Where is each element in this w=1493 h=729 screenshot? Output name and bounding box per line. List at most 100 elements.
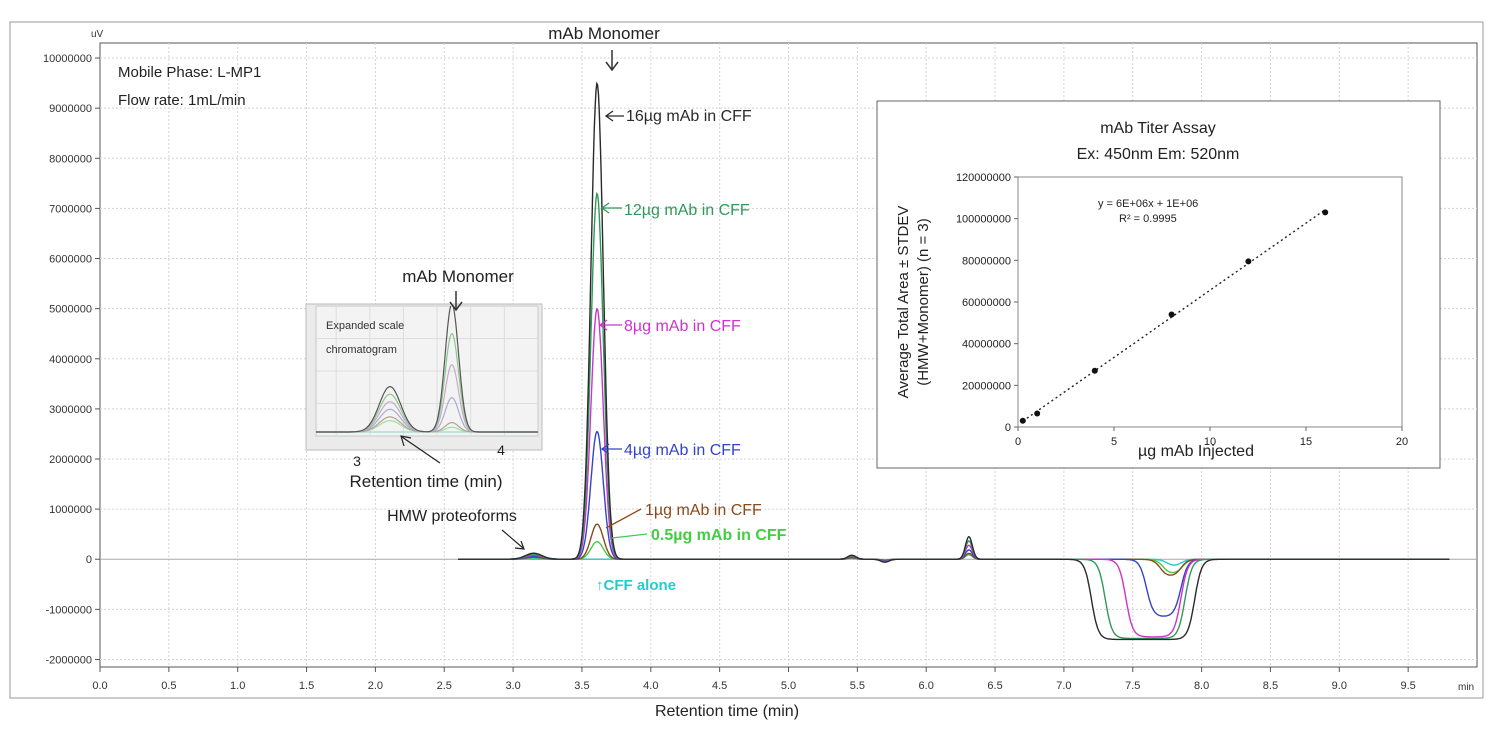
series-label-1-g-mab-in-cff: 1µg mAb in CFF <box>605 502 762 529</box>
y-tick-label: 10000000 <box>43 53 92 65</box>
x-tick-label: 0.5 <box>161 680 176 692</box>
series-label-16-g-mab-in-cff: 16µg mAb in CFF <box>604 108 752 125</box>
inset-x-tick-3: 3 <box>353 453 361 469</box>
y-tick-label: -1000000 <box>46 604 93 616</box>
inset-hmw-arrow <box>400 435 441 464</box>
main-y-tick-labels: 1000000090000008000000700000060000005000… <box>43 53 92 666</box>
titer-y-tick-label: 40000000 <box>962 339 1011 351</box>
y-tick-label: 8000000 <box>49 153 92 165</box>
titer-data-point <box>1168 311 1175 318</box>
titer-panel-frame <box>876 100 1441 469</box>
x-tick-label: 1.0 <box>230 680 245 692</box>
y-tick-label: 9000000 <box>49 103 92 115</box>
x-tick-label: 8.0 <box>1194 680 1209 692</box>
x-tick-label: 7.5 <box>1125 680 1140 692</box>
y-tick-label: 5000000 <box>49 304 92 316</box>
titer-y-tick-label: 0 <box>1005 422 1011 434</box>
series-label-text: 1µg mAb in CFF <box>645 502 762 519</box>
inset-x-axis-title: Retention time (min) <box>349 472 502 491</box>
hmw-arrow <box>501 529 525 550</box>
x-tick-label: 4.0 <box>643 680 658 692</box>
titer-title: mAb Titer Assay <box>1100 120 1216 137</box>
y-tick-label: 0 <box>86 554 92 566</box>
y-tick-label: -2000000 <box>46 654 93 666</box>
y-tick-label: 4000000 <box>49 354 92 366</box>
series-labels: 16µg mAb in CFF 12µg mAb in CFF 8µg mAb in… <box>598 108 787 544</box>
y-tick-label: 2000000 <box>49 454 92 466</box>
titer-equation: y = 6E+06x + 1E+06 <box>1098 198 1198 210</box>
y-tick-label: 7000000 <box>49 203 92 215</box>
titer-x-tick-label: 10 <box>1204 436 1216 448</box>
inset-line-16-g-mab-in-cff <box>316 306 538 433</box>
inset-title-line1: Expanded scale <box>326 320 404 332</box>
titer-x-tick-label: 20 <box>1396 436 1408 448</box>
titer-assay-panel: mAb Titer Assay Ex: 450nm Em: 520nm 0200… <box>876 100 1441 469</box>
titer-points <box>1019 209 1329 424</box>
condition-mobile-phase: Mobile Phase: L-MP1 <box>118 64 261 81</box>
cff-alone-label: ↑CFF alone <box>596 577 676 594</box>
titer-data-point <box>1034 410 1041 417</box>
titer-data-point <box>1091 367 1098 374</box>
x-tick-label: 1.5 <box>299 680 314 692</box>
series-label-0-5-g-mab-in-cff: 0.5µg mAb in CFF <box>611 527 787 544</box>
condition-flow-rate: Flow rate: 1mL/min <box>118 92 246 109</box>
x-tick-label: 2.0 <box>368 680 383 692</box>
y-tick-label: 1000000 <box>49 504 92 516</box>
expanded-scale-inset: Expanded scale chromatogram 3 4 Retentio… <box>305 267 543 491</box>
titer-y-tick-label: 100000000 <box>956 214 1011 226</box>
titer-x-tick-labels: 0 5 10 15 20 <box>1015 436 1408 448</box>
titer-x-axis-title: µg mAb Injected <box>1138 443 1254 460</box>
y-tick-label: 6000000 <box>49 254 92 266</box>
main-x-tick-labels: 0.0 0.5 1.0 1.5 2.0 2.5 3.0 3.5 4.0 4.5 5.0 5.5 6.0 6… <box>92 680 1415 692</box>
x-tick-label: 3.5 <box>574 680 589 692</box>
x-tick-label: 8.5 <box>1263 680 1278 692</box>
x-tick-label: 5.0 <box>781 680 796 692</box>
x-tick-label: 6.5 <box>987 680 1002 692</box>
series-line-16-g-mab-in-cff <box>458 81 1450 641</box>
x-axis-title: Retention time (min) <box>655 703 799 720</box>
titer-y-tick-labels: 0 20000000 40000000 60000000 80000000 1000000… <box>956 172 1011 434</box>
x-tick-label: 9.5 <box>1401 680 1416 692</box>
inset-x-tick-4: 4 <box>497 442 505 458</box>
titer-trendline <box>1022 209 1326 422</box>
titer-data-point <box>1322 209 1329 216</box>
x-tick-label: 5.5 <box>850 680 865 692</box>
x-tick-label: 3.0 <box>505 680 520 692</box>
titer-x-tick-label: 5 <box>1111 436 1117 448</box>
series-label-text: 8µg mAb in CFF <box>624 318 741 335</box>
x-tick-label: 2.5 <box>437 680 452 692</box>
series-label-text: 0.5µg mAb in CFF <box>651 527 787 544</box>
y-unit-label: uV <box>91 29 104 40</box>
titer-trendline-line <box>1022 209 1326 422</box>
x-unit-label: min <box>1458 682 1474 693</box>
titer-subtitle: Ex: 450nm Em: 520nm <box>1077 146 1240 163</box>
series-label-text: 4µg mAb in CFF <box>624 442 741 459</box>
x-tick-label: 4.5 <box>712 680 727 692</box>
series-label-text: 16µg mAb in CFF <box>626 108 752 125</box>
monomer-label-top: mAb Monomer <box>548 24 660 43</box>
titer-x-tick-label: 15 <box>1300 436 1312 448</box>
monomer-arrow-inset <box>449 291 463 312</box>
x-tick-label: 7.0 <box>1056 680 1071 692</box>
x-tick-label: 9.0 <box>1332 680 1347 692</box>
y-tick-label: 3000000 <box>49 404 92 416</box>
chromatogram-series <box>458 81 1450 641</box>
inset-title-line2: chromatogram <box>326 344 397 356</box>
titer-y-tick-label: 120000000 <box>956 172 1011 184</box>
x-tick-label: 0.0 <box>92 680 107 692</box>
series-label-4-g-mab-in-cff: 4µg mAb in CFF <box>600 442 741 459</box>
hmw-label: HMW proteoforms <box>387 508 517 525</box>
series-label-12-g-mab-in-cff: 12µg mAb in CFF <box>600 202 750 219</box>
titer-y-axis-title-line2: (HMW+Monomer) (n = 3) <box>915 218 932 386</box>
inset-grid <box>316 306 538 436</box>
series-label-text: 12µg mAb in CFF <box>624 202 750 219</box>
titer-x-tick-label: 0 <box>1015 436 1021 448</box>
titer-y-tick-label: 60000000 <box>962 297 1011 309</box>
titer-r-squared: R² = 0.9995 <box>1119 213 1177 225</box>
titer-y-axis-title-line1: Average Total Area ± STDEV <box>895 206 912 399</box>
titer-y-tick-label: 20000000 <box>962 380 1011 392</box>
monomer-label-inset: mAb Monomer <box>402 267 514 286</box>
monomer-arrow-top <box>605 50 619 72</box>
